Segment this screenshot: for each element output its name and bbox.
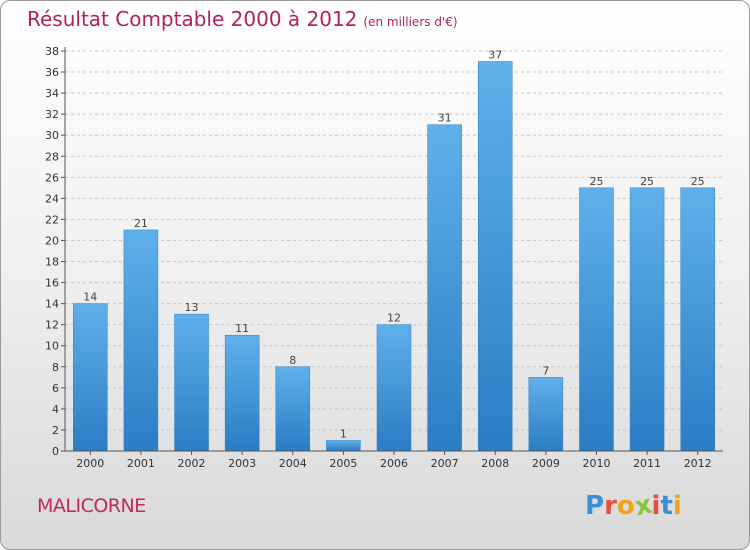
y-tick-label: 34 [45, 87, 59, 100]
data-label-2011: 25 [640, 175, 654, 188]
data-label-2000: 14 [83, 291, 97, 304]
logo-letter: o [616, 491, 635, 521]
y-tick-label: 0 [52, 445, 59, 458]
y-tick-label: 28 [45, 150, 59, 163]
data-label-2001: 21 [134, 217, 148, 230]
data-label-2006: 12 [387, 312, 401, 325]
y-tick-label: 32 [45, 108, 59, 121]
bar-2002 [174, 313, 209, 452]
bar-2001 [123, 229, 159, 452]
bar-2005 [326, 440, 361, 452]
data-labels: 14 21 13 11 8 1 12 31 37 7 25 25 25 [83, 49, 704, 441]
x-tick-labels: 2000 2001 2002 2003 2004 2005 2006 2007 2008 2009… [76, 451, 712, 470]
data-label-2003: 11 [235, 322, 249, 335]
x-tick-label: 2004 [279, 457, 307, 470]
y-tick-label: 6 [52, 382, 59, 395]
x-tick-label: 2002 [178, 457, 206, 470]
x-tick-label: 2011 [633, 457, 661, 470]
place-name: MALICORNE [37, 495, 146, 517]
y-tick-label: 8 [52, 361, 59, 374]
bar-2009 [528, 377, 564, 452]
x-tick-label: 2006 [380, 457, 408, 470]
y-tick-label: 30 [45, 129, 59, 142]
x-tick-label: 2001 [127, 457, 155, 470]
y-tick-label: 36 [45, 66, 59, 79]
bar-2003 [224, 334, 260, 452]
y-tick-label: 24 [45, 192, 59, 205]
y-tick-label: 26 [45, 171, 59, 184]
title-unit: (en milliers d'€) [363, 15, 458, 29]
bar-2011 [629, 187, 665, 452]
data-label-2010: 25 [589, 175, 603, 188]
logo-letter: i [651, 491, 661, 521]
bar-series [73, 61, 715, 452]
data-label-2008: 37 [488, 49, 502, 62]
data-label-2012: 25 [691, 175, 705, 188]
x-tick-label: 2009 [532, 457, 560, 470]
logo-letter: t [660, 491, 673, 521]
y-tick-label: 20 [45, 234, 59, 247]
logo-letter: P [585, 491, 605, 521]
bar-2000 [73, 303, 108, 452]
y-tick-label: 4 [52, 403, 59, 416]
proxiti-logo: Proxiti [585, 490, 682, 523]
x-tick-label: 2010 [582, 457, 610, 470]
bar-2006 [376, 324, 412, 452]
title-text: Résultat Comptable 2000 à 2012 [27, 7, 358, 31]
logo-letter: i [672, 491, 682, 521]
y-tick-label: 2 [52, 424, 59, 437]
data-label-2004: 8 [289, 354, 296, 367]
x-tick-label: 2012 [684, 457, 712, 470]
data-label-2005: 1 [340, 427, 347, 440]
bar-2004 [275, 366, 311, 452]
x-tick-label: 2000 [76, 457, 104, 470]
x-tick-label: 2005 [329, 457, 357, 470]
bar-2010 [579, 187, 614, 452]
y-tick-label: 22 [45, 213, 59, 226]
y-tick-label: 38 [45, 45, 59, 58]
data-label-2002: 13 [185, 301, 199, 314]
y-tick-label: 12 [45, 319, 59, 332]
x-tick-label: 2008 [481, 457, 509, 470]
y-tick-label: 16 [45, 277, 59, 290]
y-tick-label: 10 [45, 340, 59, 353]
data-label-2007: 31 [438, 112, 452, 125]
x-tick-label: 2007 [431, 457, 459, 470]
logo-letter: r [604, 491, 617, 521]
data-label-2009: 7 [542, 364, 549, 377]
y-tick-label: 14 [45, 298, 59, 311]
bar-2012 [680, 187, 715, 452]
bar-2008 [477, 61, 513, 452]
x-tick-label: 2003 [228, 457, 256, 470]
chart-title: Résultat Comptable 2000 à 2012 (en millie… [27, 7, 458, 31]
y-tick-label: 18 [45, 256, 59, 269]
bar-2007 [427, 124, 462, 452]
